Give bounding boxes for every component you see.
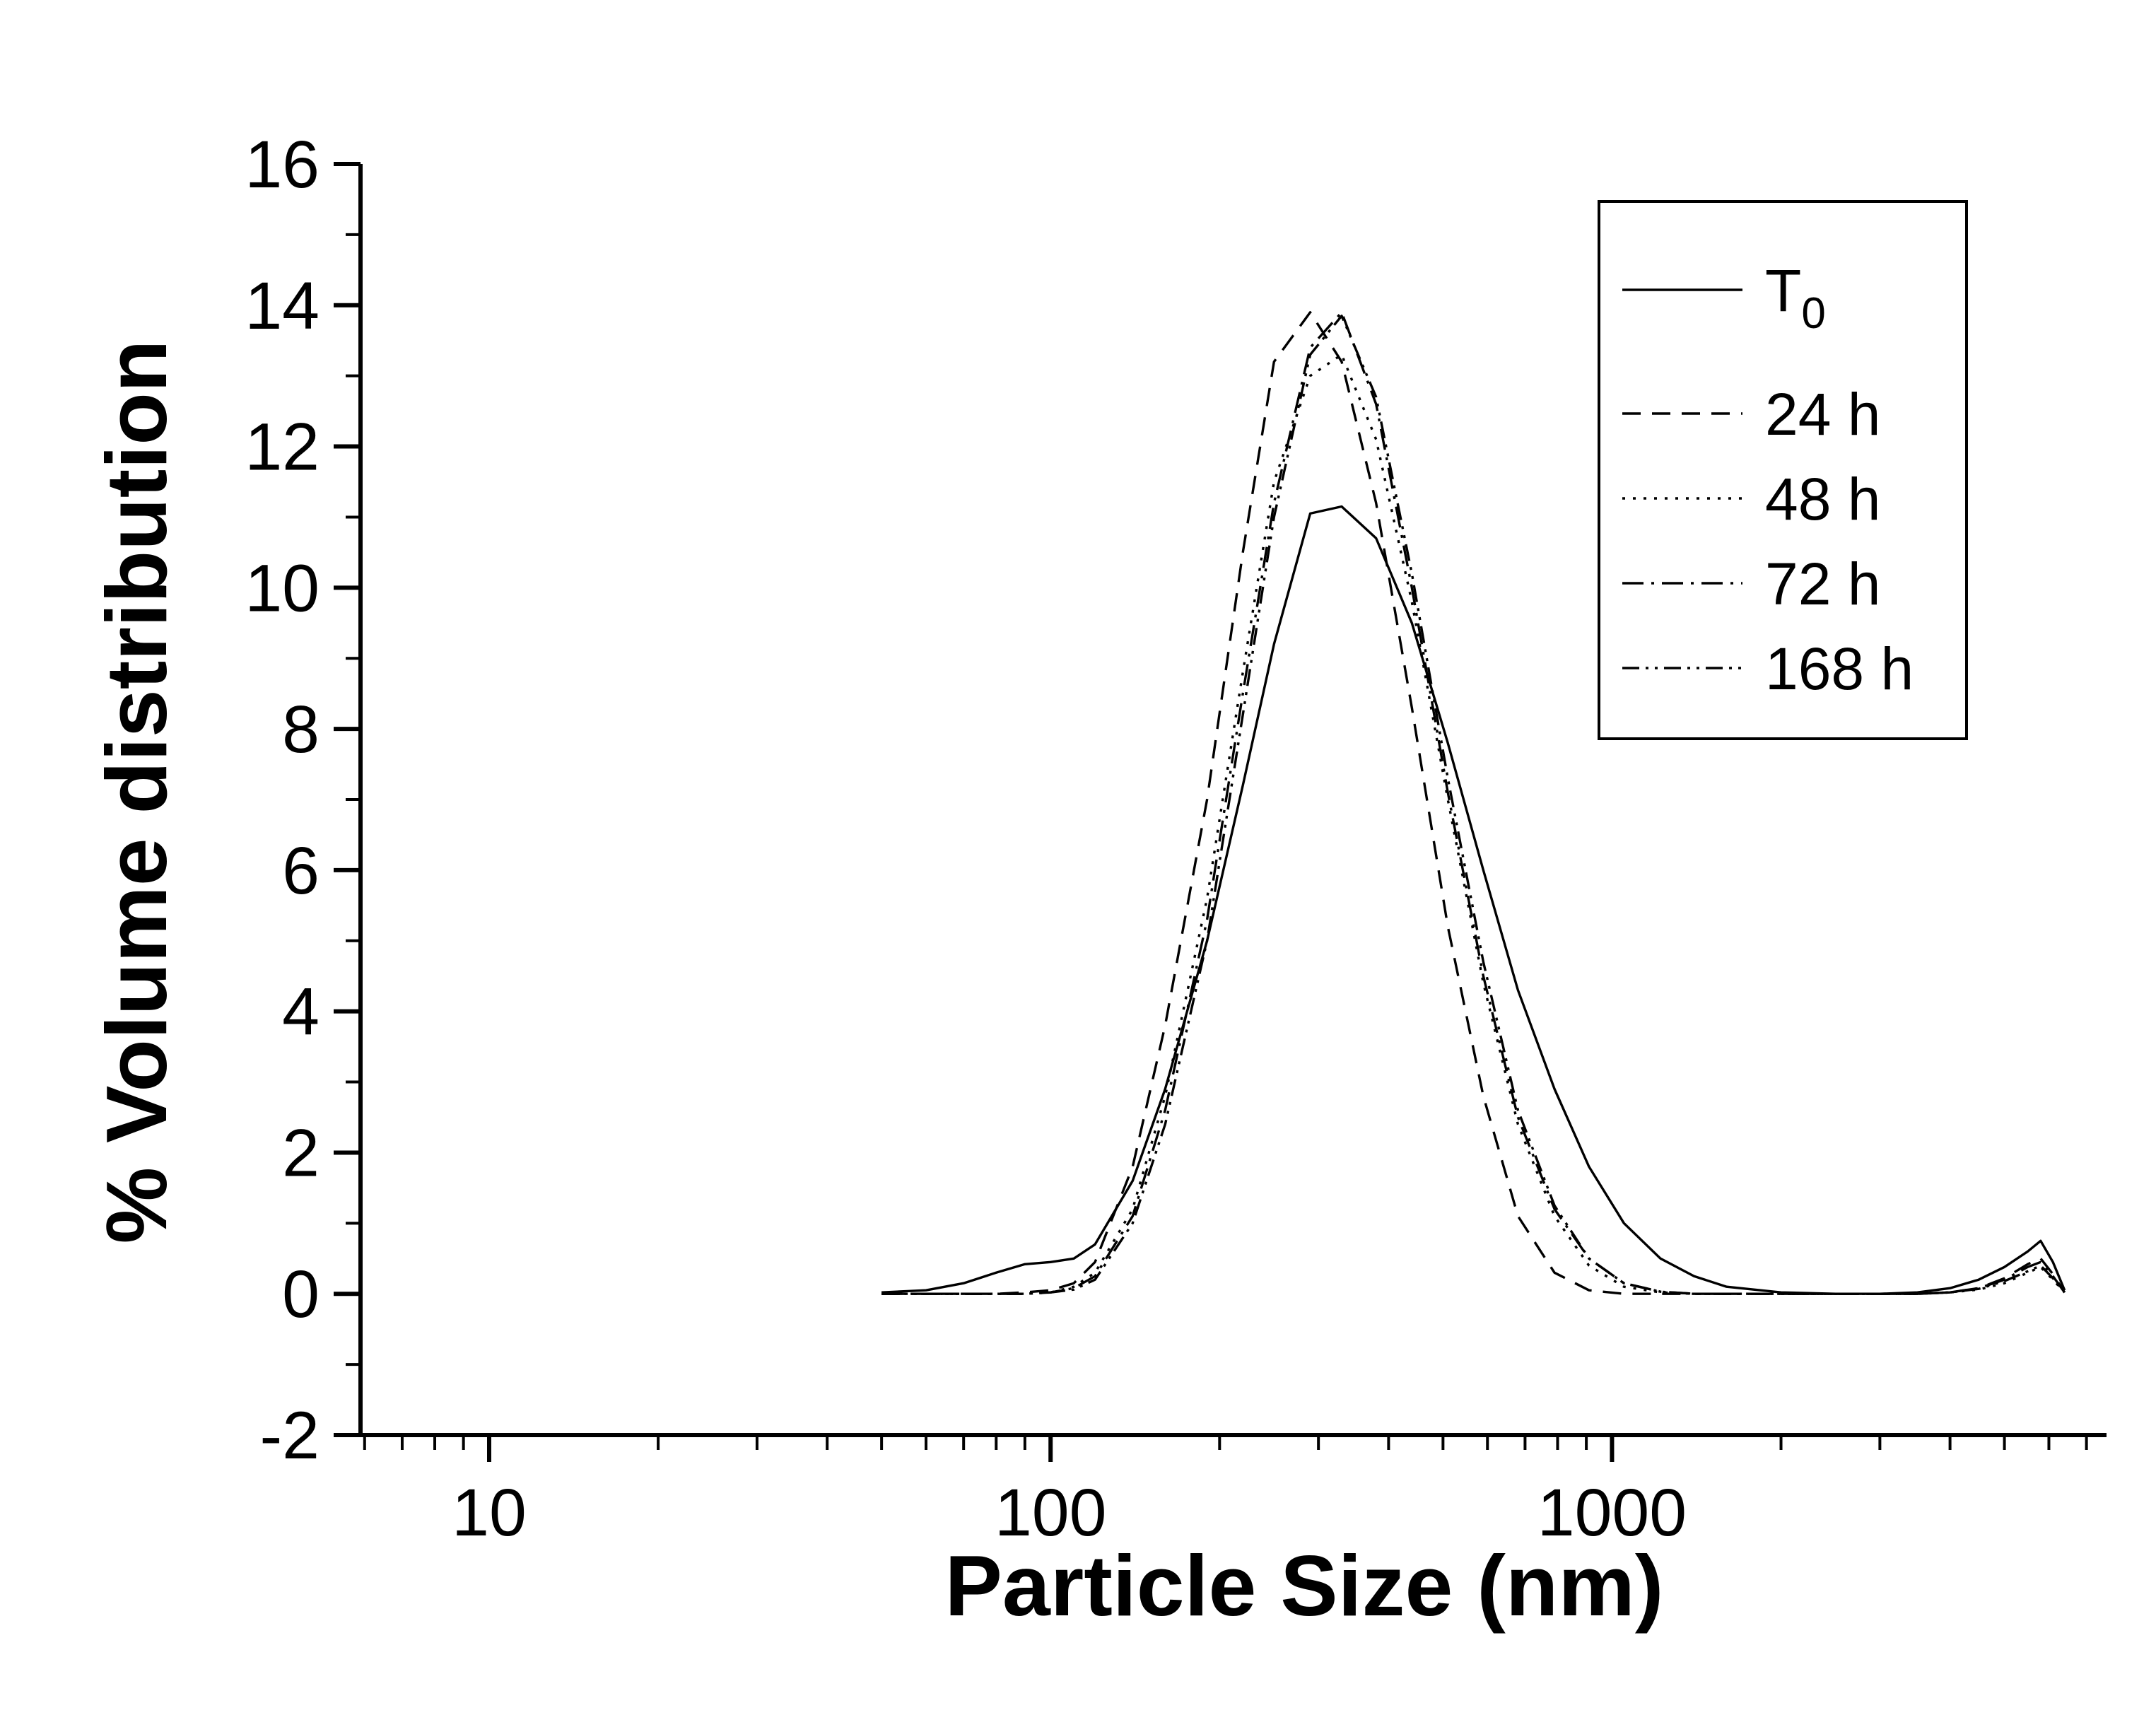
legend-label-72h: 72 h (1765, 551, 1881, 617)
y-axis-title: % Volume distribution (88, 340, 184, 1244)
data-series (881, 311, 2066, 1295)
legend: T0 24 h 48 h 72 h 168 h (1598, 200, 1968, 740)
y-tick-label: 8 (282, 692, 320, 767)
x-tick-label: 1000 (1537, 1475, 1687, 1550)
y-tick-label: 2 (282, 1116, 320, 1190)
legend-label-24h: 24 h (1765, 381, 1881, 447)
y-tick-label: 0 (282, 1257, 320, 1332)
y-tick-label: 6 (282, 833, 320, 908)
legend-label-48h: 48 h (1765, 466, 1881, 532)
legend-label-168h: 168 h (1765, 636, 1914, 702)
series-line-168h (881, 315, 2066, 1295)
y-tick-label: 4 (282, 975, 320, 1050)
y-tick-label: 12 (245, 410, 320, 485)
series-line-48h (881, 353, 2066, 1295)
y-tick-label: 10 (245, 551, 320, 626)
y-tick-label: 14 (245, 269, 320, 344)
series-line-T0 (881, 505, 2066, 1295)
x-tick-label: 10 (452, 1475, 527, 1550)
x-axis-title: Particle Size (nm) (945, 1538, 1664, 1634)
legend-label-T0: T0 (1765, 257, 1826, 338)
x-tick-label: 100 (995, 1475, 1107, 1550)
y-tick-label: 16 (245, 127, 320, 202)
series-line-72h (881, 311, 2066, 1295)
y-tick-label: -2 (260, 1398, 320, 1473)
axes: 10 100 1000 -2 0 2 4 6 8 10 12 14 16 (245, 127, 2107, 1550)
series-line-24h (881, 311, 2066, 1295)
